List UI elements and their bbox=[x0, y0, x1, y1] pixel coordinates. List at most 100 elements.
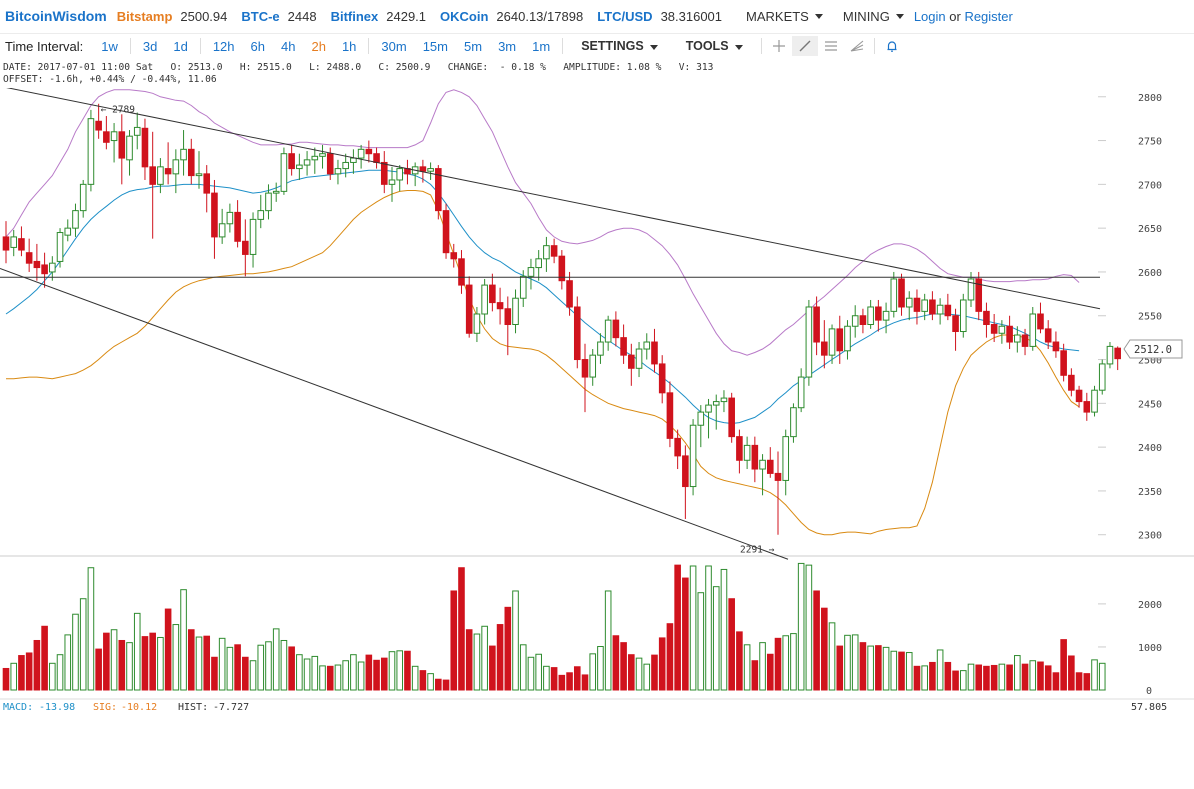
volume-bar bbox=[272, 628, 280, 691]
candle-body bbox=[821, 341, 828, 356]
market-price: 2500.94 bbox=[180, 8, 228, 24]
candle-body bbox=[272, 190, 280, 194]
volume-bar bbox=[936, 649, 944, 691]
volume-bar bbox=[72, 613, 79, 691]
volume-bar bbox=[620, 642, 627, 691]
candle-body bbox=[303, 159, 311, 166]
interval-1m[interactable]: 1m bbox=[532, 38, 551, 54]
candle-body bbox=[334, 168, 342, 175]
volume-bar bbox=[257, 644, 265, 691]
mining-menu[interactable]: MINING bbox=[843, 9, 904, 24]
price-tick-label: 2450 bbox=[1138, 399, 1162, 410]
interval-6h[interactable]: 6h bbox=[250, 38, 265, 54]
candle-body bbox=[496, 302, 504, 310]
interval-5m[interactable]: 5m bbox=[464, 38, 483, 54]
volume-bar bbox=[481, 625, 488, 691]
volume-bar bbox=[720, 568, 728, 691]
candle-body bbox=[427, 168, 434, 172]
candle-body bbox=[33, 260, 41, 269]
candle-body bbox=[944, 304, 952, 317]
market-bitstamp[interactable]: Bitstamp 2500.94 bbox=[117, 9, 228, 24]
candle-body bbox=[380, 161, 388, 185]
volume-bar bbox=[172, 624, 180, 691]
macd-readout: MACD: -13.98 SIG: -10.12 HIST: -7.727 57… bbox=[0, 701, 1194, 716]
volume-bar bbox=[195, 636, 203, 691]
volume-bar bbox=[133, 612, 141, 691]
volume-bar bbox=[689, 565, 697, 691]
candle-body bbox=[265, 192, 272, 212]
candle-body bbox=[875, 306, 882, 321]
chevron-down-icon bbox=[814, 13, 823, 19]
volume-bar bbox=[519, 644, 527, 691]
line-tool-icon[interactable] bbox=[791, 36, 818, 56]
candle-body bbox=[218, 223, 226, 238]
interval-3m[interactable]: 3m bbox=[498, 38, 517, 54]
sig-value: -10.12 bbox=[121, 702, 158, 713]
interval-4h[interactable]: 4h bbox=[281, 38, 296, 54]
interval-30m[interactable]: 30m bbox=[381, 38, 407, 54]
candle-body bbox=[805, 306, 813, 378]
market-bitfinex[interactable]: Bitfinex 2429.1 bbox=[331, 9, 426, 24]
market-name[interactable]: Bitstamp bbox=[116, 8, 173, 24]
candle-body bbox=[720, 397, 728, 403]
candle-body bbox=[1044, 328, 1052, 343]
interval-1w[interactable]: 1w bbox=[101, 38, 118, 54]
candle-body bbox=[828, 328, 836, 356]
volume-bar bbox=[373, 659, 380, 691]
volume-bar bbox=[1098, 662, 1106, 691]
moving-average-orange-line bbox=[6, 190, 1080, 536]
volume-bar bbox=[952, 670, 959, 691]
volume-bar bbox=[828, 622, 836, 691]
interval-1h[interactable]: 1h bbox=[341, 38, 357, 54]
market-name[interactable]: OKCoin bbox=[440, 8, 489, 24]
volume-bar bbox=[597, 646, 604, 691]
settings-menu[interactable]: SETTINGS bbox=[581, 39, 658, 53]
fib-fan-tool-icon[interactable] bbox=[844, 36, 870, 56]
volume-bar bbox=[126, 642, 133, 691]
login-link[interactable]: Login bbox=[913, 8, 946, 24]
tools-menu[interactable]: TOOLS bbox=[686, 39, 743, 53]
market-okcoin[interactable]: OKCoin 2640.13/17898 bbox=[440, 9, 583, 24]
volume-bar bbox=[967, 663, 975, 691]
volume-bar bbox=[844, 634, 851, 691]
volume-bar bbox=[2, 667, 10, 691]
bell-icon bbox=[887, 41, 897, 52]
volume-bar bbox=[442, 679, 450, 691]
candle-body bbox=[1060, 350, 1067, 376]
markets-menu-label: MARKETS bbox=[746, 8, 809, 24]
volume-bar bbox=[419, 670, 427, 691]
candle-body bbox=[813, 306, 820, 343]
candle-body bbox=[489, 284, 496, 304]
interval-15m[interactable]: 15m bbox=[422, 38, 448, 54]
markets-menu[interactable]: MARKETS bbox=[746, 9, 823, 24]
crosshair-tool-icon[interactable] bbox=[766, 36, 792, 56]
horizontal-lines-tool-icon[interactable] bbox=[818, 36, 844, 56]
interval-2h[interactable]: 2h bbox=[311, 38, 326, 54]
register-link[interactable]: Register bbox=[964, 8, 1013, 24]
chevron-down-icon bbox=[649, 45, 658, 50]
volume-bar bbox=[157, 636, 164, 691]
candle-body bbox=[25, 252, 33, 264]
market-name[interactable]: Bitfinex bbox=[330, 8, 379, 24]
market-ltcusd[interactable]: LTC/USD 38.316001 bbox=[597, 9, 722, 24]
volume-bar bbox=[103, 632, 110, 691]
volume-bar bbox=[64, 634, 72, 691]
price-chart[interactable]: 2800 2750 2700 2650 2600 2550 2500 2450 2400 2350… bbox=[0, 88, 1194, 700]
alert-bell-button[interactable] bbox=[879, 36, 905, 56]
separator bbox=[129, 38, 131, 54]
brand-logo[interactable]: BitcoinWisdom bbox=[5, 8, 107, 24]
interval-12h[interactable]: 12h bbox=[212, 38, 235, 54]
market-name[interactable]: LTC/USD bbox=[597, 8, 653, 24]
volume-bar bbox=[465, 629, 473, 691]
candle-body bbox=[612, 319, 620, 339]
market-price: 2448 bbox=[287, 8, 317, 24]
interval-3d[interactable]: 3d bbox=[142, 38, 158, 54]
interval-1d[interactable]: 1d bbox=[173, 38, 188, 54]
volume-bar bbox=[303, 658, 311, 691]
candle-body bbox=[56, 232, 64, 262]
volume-bar bbox=[350, 654, 357, 691]
candle-body bbox=[867, 306, 874, 326]
market-btce[interactable]: BTC-e 2448 bbox=[241, 9, 316, 24]
trendline bbox=[0, 267, 789, 560]
market-name[interactable]: BTC-e bbox=[241, 8, 280, 24]
